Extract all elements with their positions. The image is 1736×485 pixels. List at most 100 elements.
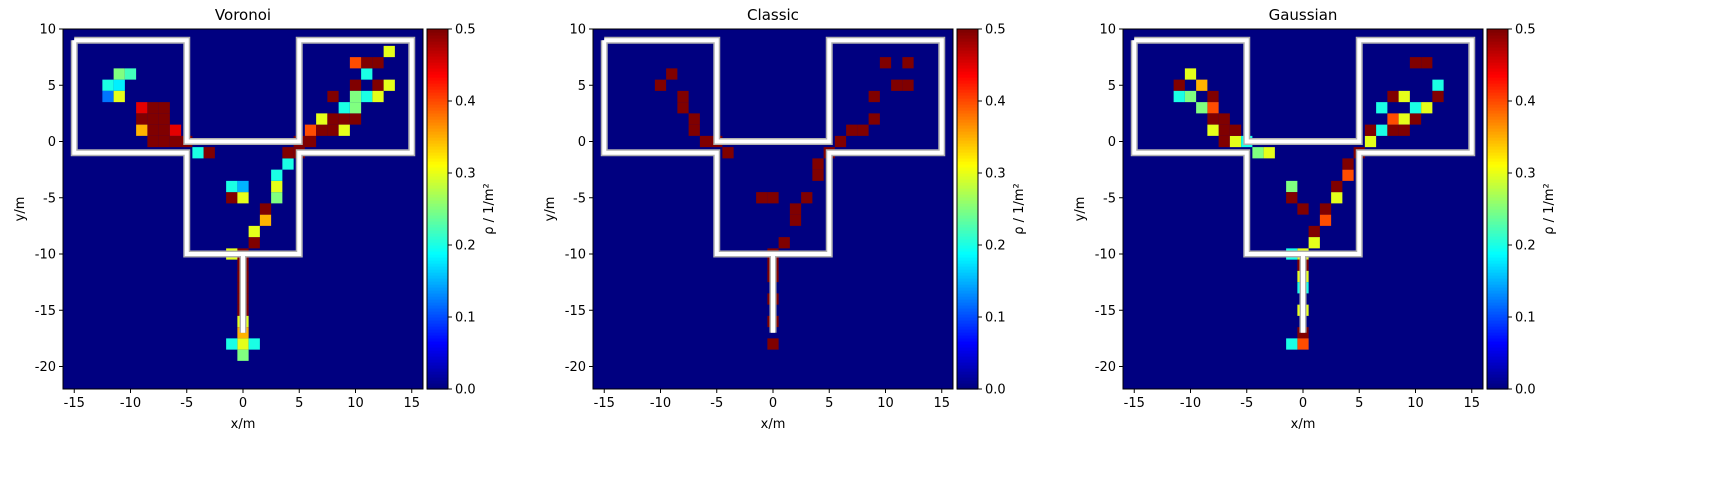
colorbar-segment [1487,41,1508,45]
x-axis-label: x/m [231,417,256,432]
colorbar-segment [1487,362,1508,366]
y-tick-label: -20 [35,360,56,375]
colorbar-segment [957,365,978,369]
colorbar-segment [1487,386,1508,390]
colorbar-segment [1487,227,1508,231]
colorbar-segment [427,239,448,243]
colorbar-segment [957,308,978,312]
colorbar-segment [957,356,978,360]
colorbar-segment [427,215,448,219]
colorbar-segment [1487,155,1508,159]
colorbar-segment [1487,68,1508,72]
colorbar-segment [1487,359,1508,363]
colorbar-segment [957,245,978,249]
colorbar-segment [957,101,978,105]
colorbar-segment [427,83,448,87]
heatmap-cell [666,68,678,80]
colorbar-segment [957,179,978,183]
colorbar-segment [427,65,448,69]
colorbar-segment [957,119,978,123]
heatmap-cell [271,169,283,181]
colorbar-segment [1487,206,1508,210]
colorbar-segment [957,266,978,270]
colorbar-segment [1487,65,1508,69]
colorbar-segment [427,218,448,222]
heatmap-cell [383,45,395,58]
colorbar-segment [1487,74,1508,78]
heatmap-cell [1421,57,1433,69]
colorbar-segment [1487,374,1508,378]
heatmap-cell [1173,90,1185,103]
chart-title: Classic [747,6,799,24]
colorbar-segment [427,326,448,330]
colorbar-segment [427,176,448,180]
colorbar-segment [957,32,978,36]
colorbar-segment [1487,89,1508,93]
heatmap-cell [304,124,317,136]
heatmap-cell [113,68,125,80]
x-tick-label: -5 [710,396,723,411]
x-tick-label: -10 [650,396,671,411]
colorbar-segment [1487,119,1508,123]
colorbar-segment [957,200,978,204]
heatmap-cell [136,124,148,136]
colorbar-segment [957,158,978,162]
heatmap-cell [169,124,182,136]
heatmap-cell [1342,158,1354,170]
colorbar-segment [957,230,978,234]
colorbar-segment [427,29,448,33]
colorbar-segment [1487,83,1508,87]
wall [72,38,414,333]
colorbar-segment [1487,164,1508,168]
colorbar-segment [1487,92,1508,96]
heatmap-cell [271,180,283,193]
colorbar-segment [1487,167,1508,171]
colorbar-segment [427,158,448,162]
heatmap-cell [1207,90,1219,103]
colorbar-segment [427,269,448,273]
x-tick-label: 15 [403,396,420,411]
colorbar-segment [957,59,978,63]
colorbar-segment [957,212,978,216]
heatmap-cell [857,124,869,136]
colorbar-segment [957,197,978,201]
colorbar-segment [957,41,978,45]
colorbar-segment [1487,284,1508,288]
heatmap-cell [1207,113,1219,125]
colorbar-segment [427,305,448,309]
colorbar-segment [957,203,978,207]
colorbar-segment [1487,59,1508,63]
colorbar-label: ρ / 1/m² [1012,183,1027,234]
heatmap-cell [1376,102,1388,114]
colorbar-segment [427,131,448,135]
colorbar-tick-label: 0.0 [1515,383,1536,398]
y-tick-label: 10 [569,23,586,38]
colorbar: 0.0 0.1 0.2 0.3 0.4 0.5 ρ / 1/m² [426,23,497,398]
colorbar-segment [1487,275,1508,279]
wall [602,38,944,333]
colorbar-segment [427,266,448,270]
colorbar-segment [957,125,978,129]
heatmap-cell [1398,90,1410,103]
x-tick-label: 15 [933,396,950,411]
heatmap-cell [1364,124,1377,136]
heatmap-cell [147,135,159,148]
colorbar-segment [1487,233,1508,237]
colorbar-segment [1487,116,1508,120]
colorbar-segment [957,272,978,276]
colorbar-segment [1487,191,1508,195]
colorbar-segment [1487,101,1508,105]
colorbar-segment [427,185,448,189]
colorbar-segment [1487,299,1508,303]
colorbar-segment [1487,188,1508,192]
colorbar-segment [427,221,448,225]
colorbar-segment [427,116,448,120]
colorbar-segment [427,278,448,282]
colorbar-segment [1487,209,1508,213]
colorbar-segment [427,194,448,198]
colorbar-segment [957,149,978,153]
heatmap-cell [259,203,272,215]
y-tick-label: 0 [1108,135,1116,150]
colorbar-segment [1487,305,1508,309]
colorbar-segment [957,116,978,120]
